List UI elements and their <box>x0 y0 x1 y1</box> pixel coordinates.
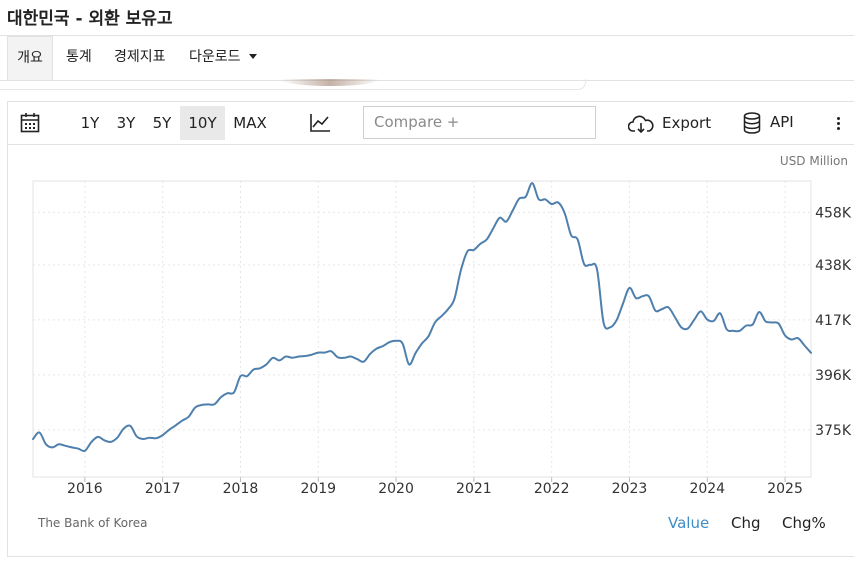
api-label: API <box>770 113 794 131</box>
calendar-icon[interactable] <box>20 112 40 134</box>
range-3y-button[interactable]: 3Y <box>116 114 136 132</box>
x-tick-label: 2025 <box>767 481 803 497</box>
range-10y-button[interactable]: 10Y <box>180 106 225 140</box>
series-line <box>32 182 812 453</box>
chg-tab[interactable]: Chg <box>731 514 761 532</box>
unit-label: USD Million <box>779 154 848 168</box>
y-tick-label: 396K <box>815 368 852 384</box>
chart-toolbar <box>7 101 854 145</box>
y-tick-label: 458K <box>815 205 852 221</box>
range-max-button[interactable]: MAX <box>233 114 267 132</box>
page-title: 대한민국 - 외환 보유고 <box>7 9 173 29</box>
x-tick-label: 2020 <box>378 481 414 497</box>
plot-frame <box>32 180 812 478</box>
chart-panel <box>7 101 854 557</box>
tab-indicators[interactable]: 경제지표 <box>114 49 166 65</box>
caret-down-icon <box>248 53 257 59</box>
x-tick-label: 2023 <box>612 481 648 497</box>
value-tab[interactable]: Value <box>668 514 710 532</box>
api-button[interactable]: API <box>743 112 799 134</box>
more-vertical-icon[interactable] <box>837 115 842 132</box>
x-tick-label: 2021 <box>456 481 492 497</box>
banner-strip <box>0 79 586 90</box>
source-label: The Bank of Korea <box>38 516 148 530</box>
database-icon <box>743 112 761 134</box>
x-tick-label: 2019 <box>300 481 336 497</box>
y-tick-label: 438K <box>815 258 852 274</box>
range-1y-button[interactable]: 1Y <box>80 114 100 132</box>
x-tick-label: 2017 <box>145 481 181 497</box>
y-tick-label: 375K <box>815 423 852 439</box>
banner-image <box>280 79 380 86</box>
cloud-download-icon <box>628 115 654 134</box>
x-tick-label: 2016 <box>67 481 103 497</box>
tab-overview[interactable]: 개요 <box>7 36 53 80</box>
range-5y-button[interactable]: 5Y <box>152 114 172 132</box>
x-tick-label: 2024 <box>689 481 725 497</box>
line-chart-icon[interactable] <box>309 113 331 133</box>
tab-download[interactable]: 다운로드 <box>189 36 257 80</box>
chg-percent-tab[interactable]: Chg% <box>782 514 826 532</box>
tab-statistics[interactable]: 통계 <box>66 49 92 65</box>
x-tick-label: 2022 <box>534 481 570 497</box>
export-button[interactable]: Export <box>628 113 712 135</box>
tab-download-label: 다운로드 <box>189 49 241 65</box>
x-tick-label: 2018 <box>223 481 259 497</box>
nav-tabbar: 개요 통계 경제지표 다운로드 <box>0 35 854 81</box>
y-tick-label: 417K <box>815 313 852 329</box>
compare-input[interactable]: Compare + <box>363 106 596 139</box>
export-label: Export <box>662 114 712 132</box>
